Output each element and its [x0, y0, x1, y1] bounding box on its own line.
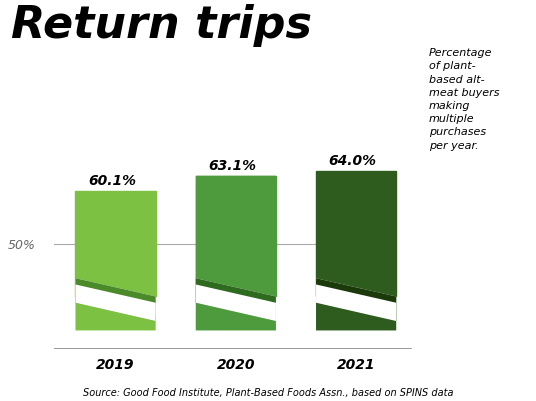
- Polygon shape: [316, 297, 396, 321]
- Text: Source: Good Food Institute, Plant-Based Foods Assn., based on SPINS data: Source: Good Food Institute, Plant-Based…: [83, 387, 453, 397]
- Text: 60.1%: 60.1%: [88, 174, 136, 188]
- Polygon shape: [316, 172, 396, 315]
- Text: 2019: 2019: [96, 357, 135, 371]
- Polygon shape: [196, 297, 276, 321]
- Polygon shape: [76, 278, 155, 321]
- Text: 63.1%: 63.1%: [208, 158, 256, 172]
- Text: 64.0%: 64.0%: [329, 154, 376, 168]
- Bar: [76, 192, 155, 297]
- Polygon shape: [76, 278, 155, 303]
- Text: 50%: 50%: [8, 238, 35, 251]
- Polygon shape: [76, 297, 155, 321]
- Text: 2020: 2020: [217, 357, 255, 371]
- Polygon shape: [196, 278, 276, 303]
- Text: Percentage
of plant-
based alt-
meat buyers
making
multiple
purchases
per year.: Percentage of plant- based alt- meat buy…: [429, 48, 500, 150]
- Text: 2021: 2021: [337, 357, 375, 371]
- Polygon shape: [316, 285, 396, 330]
- Polygon shape: [76, 192, 155, 315]
- Polygon shape: [76, 285, 155, 330]
- Polygon shape: [196, 278, 276, 321]
- Bar: [316, 172, 396, 297]
- Polygon shape: [196, 176, 276, 315]
- Polygon shape: [316, 278, 396, 321]
- Polygon shape: [196, 285, 276, 330]
- Polygon shape: [316, 278, 396, 303]
- Bar: [196, 176, 276, 297]
- Text: Return trips: Return trips: [11, 4, 312, 47]
